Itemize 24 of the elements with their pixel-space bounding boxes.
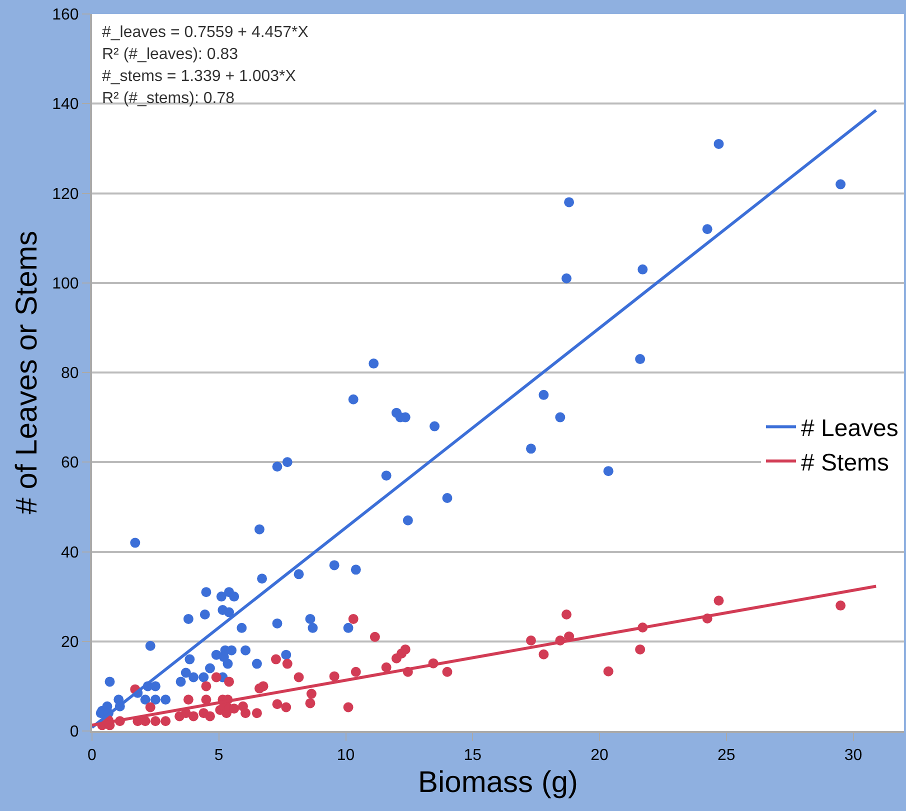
annotation: #_leaves = 0.7559 + 4.457*X (102, 24, 309, 41)
x-axis-title: Biomass (g) (418, 766, 578, 800)
legend-label: # Stems (801, 449, 890, 476)
annotation: R² (#_stems): 0.78 (102, 90, 235, 107)
annotation: R² (#_leaves): 0.83 (102, 46, 238, 63)
y-tick-label: 80 (61, 365, 79, 382)
x-tick-label: 5 (214, 747, 224, 764)
x-tick-label: 0 (88, 747, 97, 764)
y-tick-label: 60 (61, 454, 79, 472)
x-tick-label: 25 (717, 747, 736, 764)
x-tick-label: 15 (464, 747, 482, 764)
y-tick-label: 120 (52, 186, 79, 203)
x-tick-label: 20 (590, 747, 608, 764)
y-tick-label: 20 (61, 634, 79, 651)
y-tick-label: 40 (61, 544, 79, 562)
x-tick-label: 10 (336, 747, 355, 764)
annotation: #_stems = 1.339 + 1.003*X (102, 68, 296, 85)
y-tick-label: 160 (52, 6, 79, 24)
x-tick-label: 30 (844, 747, 862, 764)
y-tick-label: 140 (52, 96, 79, 114)
y-tick-label: 100 (52, 275, 79, 292)
y-axis-title: # of Leaves or Stems (10, 230, 44, 514)
legend-label: # Leaves (801, 415, 898, 442)
y-tick-label: 0 (70, 724, 79, 741)
